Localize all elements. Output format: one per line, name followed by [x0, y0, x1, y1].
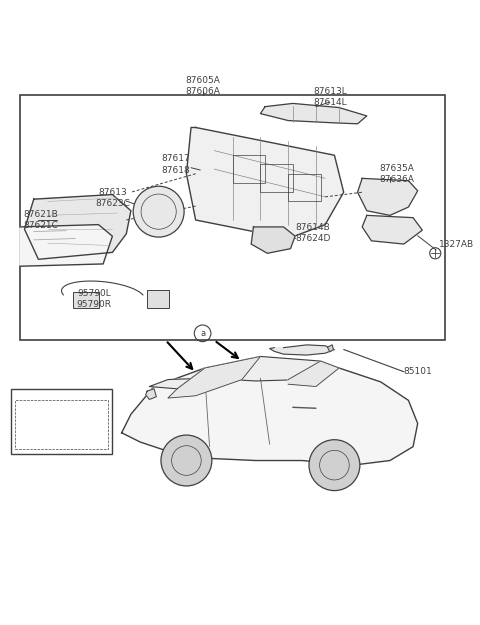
- Bar: [11, 389, 112, 454]
- Text: 87605A
87606A: 87605A 87606A: [185, 76, 220, 96]
- Polygon shape: [24, 194, 131, 259]
- Polygon shape: [362, 216, 422, 244]
- Circle shape: [161, 435, 212, 486]
- Polygon shape: [270, 345, 335, 355]
- Bar: [15, 401, 108, 449]
- Polygon shape: [251, 227, 295, 253]
- Text: 87613
87623C: 87613 87623C: [95, 188, 130, 208]
- Polygon shape: [186, 127, 344, 239]
- Polygon shape: [288, 361, 339, 386]
- Text: 87617
87618: 87617 87618: [162, 154, 191, 174]
- Polygon shape: [20, 224, 112, 266]
- Bar: [20, 95, 445, 340]
- Polygon shape: [168, 356, 261, 398]
- Polygon shape: [358, 178, 418, 216]
- Polygon shape: [327, 345, 334, 352]
- Text: 87613L
87614L: 87613L 87614L: [313, 88, 347, 108]
- Text: 87614B
87624D: 87614B 87624D: [295, 223, 331, 243]
- Circle shape: [309, 440, 360, 491]
- Text: 87635A
87636A: 87635A 87636A: [379, 164, 414, 184]
- Circle shape: [133, 186, 184, 237]
- Bar: [288, 174, 321, 201]
- Text: a: a: [17, 392, 21, 402]
- Text: 1327AB: 1327AB: [439, 240, 474, 249]
- Bar: [147, 290, 169, 308]
- Polygon shape: [121, 359, 418, 465]
- Bar: [261, 164, 293, 192]
- Text: 87621B
87621C: 87621B 87621C: [23, 210, 58, 230]
- Text: 85101: 85101: [404, 368, 432, 376]
- Polygon shape: [261, 103, 367, 124]
- Polygon shape: [146, 389, 156, 399]
- Text: a: a: [200, 329, 205, 338]
- Polygon shape: [149, 356, 339, 389]
- Text: (ONLY LH)
96985B: (ONLY LH) 96985B: [42, 399, 81, 419]
- Bar: [73, 292, 98, 308]
- Text: 95790L
95790R: 95790L 95790R: [76, 289, 111, 309]
- Bar: [233, 155, 265, 183]
